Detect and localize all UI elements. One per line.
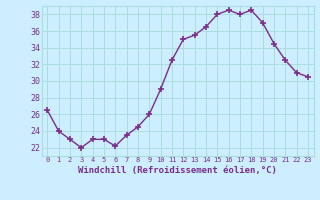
X-axis label: Windchill (Refroidissement éolien,°C): Windchill (Refroidissement éolien,°C): [78, 166, 277, 175]
